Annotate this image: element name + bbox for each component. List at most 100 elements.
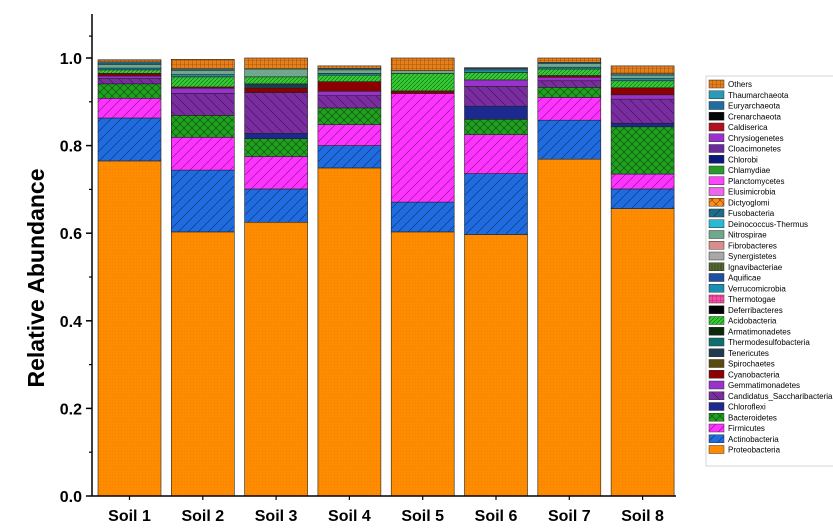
bar-segment-cyanobacteria (97, 73, 162, 77)
bar-segment-others (610, 65, 675, 75)
x-tick-labels: Soil 1 Soil 2 Soil 3 Soil 4 Soil 5 Soil 6 Soil… (108, 496, 664, 525)
legend-item: Deferribacteres (708, 305, 783, 315)
legend-label: Acidobacteria (728, 317, 777, 326)
bar-segment-firmicutes (171, 136, 235, 171)
bar-stack-5 (390, 57, 455, 497)
bar-stack-1 (97, 59, 162, 497)
bar-segment-actinobacteria (317, 145, 382, 169)
bar-segment-actinobacteria (244, 188, 308, 223)
legend-label: Thermodesulfobacteria (728, 338, 810, 347)
legend-swatch (708, 305, 725, 314)
bar-segment-candidatus-saccharibacteria (464, 86, 528, 107)
legend-item: Proteobacteria (708, 445, 781, 455)
legend-swatch (708, 208, 725, 218)
bar-segment-actinobacteria (537, 119, 602, 160)
bar-segment-candidatus-saccharibacteria (537, 80, 602, 88)
bar-segment-bacteroidetes (610, 126, 675, 175)
legend-label: Deferribacteres (728, 306, 783, 315)
legend-item: Chrysiogenetes (708, 133, 784, 143)
legend-swatch (708, 241, 725, 250)
legend-item: Fusobacteria (708, 208, 775, 218)
bar-segment-candidatus-saccharibacteria (171, 93, 235, 116)
legend-swatch (708, 133, 725, 142)
legend-label: Tenericutes (728, 349, 769, 358)
bar-segment-actinobacteria (97, 117, 162, 162)
x-tick-label: Soil 5 (401, 508, 444, 525)
bar-segment-others (171, 59, 235, 70)
bar-segment-nitrospirae (317, 69, 382, 74)
bar-segment-cyanobacteria (390, 90, 455, 94)
bar-segment-candidatus-saccharibacteria (97, 78, 162, 85)
y-tick-label: 0.4 (60, 314, 82, 331)
legend-swatch (708, 219, 725, 228)
bar-segment-gemmatimonadetes (317, 90, 382, 96)
bar-stack-4 (317, 65, 382, 497)
bar-segment-bacteroidetes (537, 87, 602, 98)
legend-label: Armatimonadetes (728, 327, 791, 336)
bar-segment-actinobacteria (610, 188, 675, 209)
legend-label: Elusimicrobia (728, 188, 776, 197)
bar-stack-6 (464, 67, 528, 497)
legend-swatch (708, 423, 725, 433)
bar-segment-proteobacteria (610, 208, 675, 497)
legend-swatch (708, 284, 725, 293)
bar-segment-proteobacteria (317, 167, 382, 497)
bar-segment-nitrospirae (390, 70, 455, 74)
legend-item: Thermotogae (708, 294, 776, 304)
y-tick-label: 0.6 (60, 226, 82, 243)
bar-segment-firmicutes (244, 156, 308, 190)
legend-swatch (708, 434, 725, 443)
bar-segment-others (464, 67, 528, 69)
bar-segment-others (537, 57, 602, 63)
legend-swatch (708, 294, 725, 304)
legend-item: Euryarchaeota (708, 101, 781, 111)
bar-segment-acidobacteria (171, 76, 235, 88)
legend-label: Aquificae (728, 274, 761, 283)
bar-segment-nitrospirae (610, 74, 675, 79)
bar-segment-actinobacteria (464, 173, 528, 235)
bar-segment-proteobacteria (171, 231, 235, 497)
y-tick-label: 0.2 (60, 401, 82, 418)
bar-segment-gemmatimonadetes (464, 79, 528, 87)
legend-item: Candidatus_Saccharibacteria (708, 391, 833, 401)
bar-segment-firmicutes (464, 134, 528, 174)
legend-item: Spirochaetes (708, 359, 775, 369)
legend-item: Verrucomicrobia (708, 284, 786, 293)
legend-item: Tenericutes (708, 348, 769, 358)
legend-label: Cloacimonetes (728, 145, 781, 154)
legend-swatch (708, 262, 725, 271)
legend-item: Fibrobacteres (708, 241, 777, 250)
y-tick-label: 0.0 (60, 489, 82, 506)
legend-label: Gemmatimonadetes (728, 381, 800, 390)
bar-segment-proteobacteria (244, 221, 308, 497)
legend-item: Planctomycetes (708, 176, 784, 186)
legend-swatch (708, 316, 725, 325)
legend-label: Deinococcus-Thermus (728, 220, 808, 229)
bar-segment-verrucomicrobia (171, 74, 235, 78)
bar-segment-gemmatimonadetes (97, 75, 162, 79)
legend-item: Caldiserica (708, 122, 768, 132)
bar-segment-others (390, 57, 455, 72)
bars-layer (97, 57, 675, 497)
legend-label: Caldiserica (728, 123, 768, 132)
bar-segment-others (97, 59, 162, 63)
legend-swatch (708, 155, 725, 164)
legend-label: Chrysiogenetes (728, 134, 784, 143)
legend-swatch (708, 122, 725, 132)
legend-label: Thermotogae (728, 295, 776, 304)
bar-segment-verrucomicrobia (464, 69, 528, 73)
bar-segment-bacteroidetes (464, 119, 528, 135)
bar-segment-cyanobacteria (317, 81, 382, 92)
legend-swatch (708, 176, 725, 185)
legend-label: Firmicutes (728, 424, 765, 433)
legend-swatch (708, 391, 725, 400)
legend-item: Armatimonadetes (708, 327, 791, 336)
x-tick-label: Soil 1 (108, 508, 151, 525)
bar-segment-nitrospirae (97, 64, 162, 69)
legend-swatch (708, 79, 725, 89)
bar-segment-candidatus-saccharibacteria (244, 92, 308, 134)
legend-label: Candidatus_Saccharibacteria (728, 392, 833, 401)
legend-label: Crenarchaeota (728, 112, 781, 121)
legend-item: Gemmatimonadetes (708, 380, 800, 390)
